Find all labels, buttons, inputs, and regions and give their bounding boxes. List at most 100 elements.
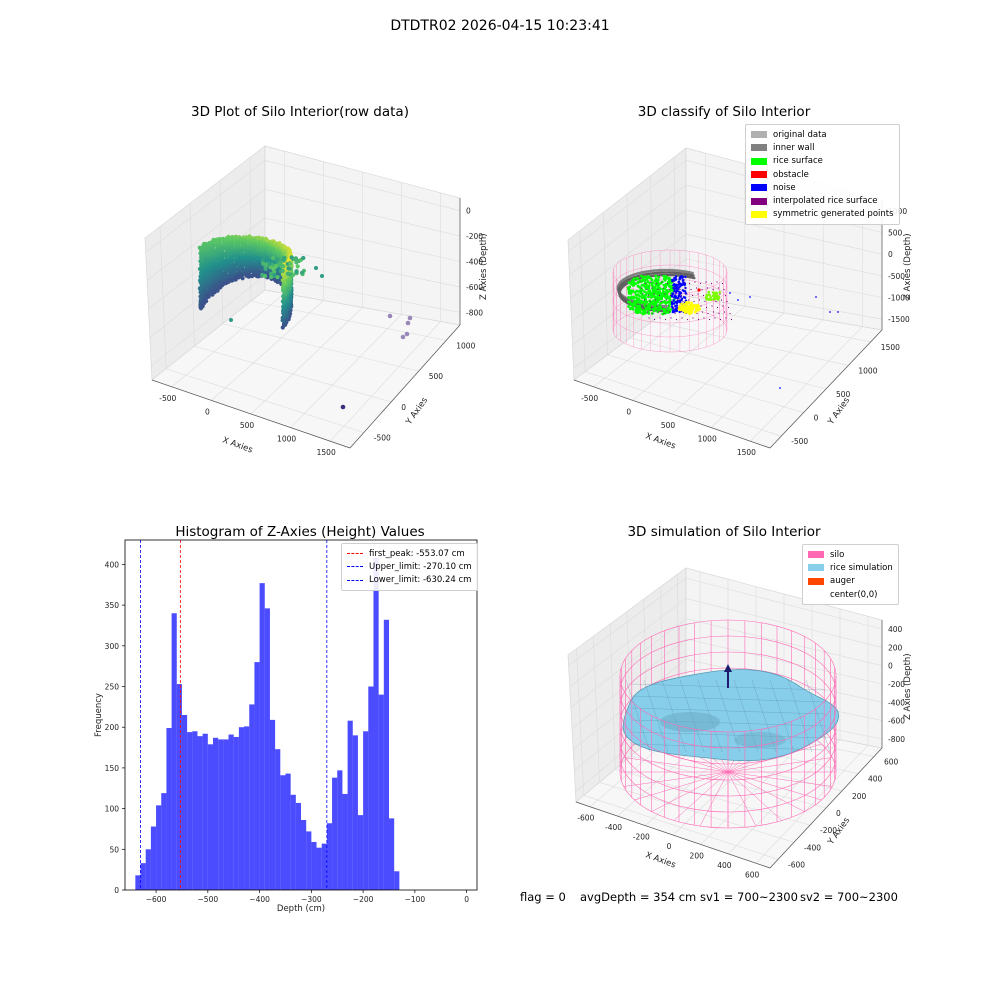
legend-swatch [808, 564, 824, 572]
histogram-bar [285, 773, 291, 890]
data-point [280, 325, 285, 330]
rice-surface-point [631, 305, 635, 309]
histogram-bar [228, 734, 234, 890]
rice-surface-point [630, 296, 633, 300]
grid-line [194, 345, 392, 403]
interpolated-point [661, 281, 663, 283]
x-axis-label: X Axies [221, 435, 254, 455]
grid-line [264, 246, 461, 288]
legend-item: inner wall [751, 141, 894, 154]
noise-point [737, 299, 739, 301]
outlier-point [340, 404, 346, 410]
symmetric-point [690, 310, 693, 314]
grid-line [585, 371, 782, 437]
sv2-text: sv2 = 700~2300 [800, 890, 898, 904]
histogram-bar [280, 775, 286, 890]
interpolated-point [642, 293, 644, 295]
noise-point [681, 279, 684, 282]
grid-line [685, 234, 883, 277]
x-tick-label: −300 [301, 895, 322, 904]
data-point [272, 273, 277, 278]
z-axis-label: Z Axies (Depth) [903, 653, 913, 720]
data-point [206, 294, 211, 299]
rice-surface-point [645, 275, 649, 279]
interpolated-point [650, 281, 652, 283]
noise-point [815, 296, 817, 298]
inner-wall-point [664, 304, 668, 308]
data-point [270, 256, 276, 261]
x-axis-line [573, 379, 771, 449]
rice-surface-point [628, 307, 632, 311]
x-axis-label: Depth (cm) [277, 904, 325, 914]
z-tick-label: -200 [888, 680, 905, 689]
rice-surface-point [641, 312, 645, 316]
z-tick-label: -800 [466, 308, 483, 317]
x-tick-label: −200 [353, 895, 374, 904]
symmetric-point [685, 309, 688, 313]
inner-wall-point [678, 269, 682, 273]
noise-point [682, 283, 686, 286]
y-tick-label: 600 [884, 758, 899, 767]
inner-wall-point [652, 269, 656, 272]
y-tick-label: 500 [836, 390, 851, 399]
z-tick-label: -500 [888, 272, 905, 281]
interpolated-point [672, 281, 674, 283]
noise-point [675, 285, 679, 289]
histogram-bar [383, 619, 389, 890]
noise-point [678, 286, 681, 289]
noise-point [672, 299, 675, 302]
y-tick-label: 400 [868, 775, 883, 784]
data-point [282, 274, 287, 279]
interpolated-point [648, 317, 650, 319]
interpolated-point [711, 305, 713, 307]
interpolated-point [688, 282, 691, 285]
rice-surface-point [658, 303, 662, 306]
x-tick-label: 1000 [698, 435, 717, 444]
interpolated-point [721, 282, 724, 285]
rice-surface-point [658, 287, 661, 290]
symmetric-point [697, 308, 700, 312]
interpolated-point [698, 299, 701, 301]
inner-wall-point [658, 268, 662, 272]
inner-wall-point [650, 274, 654, 278]
rice-surface-point [640, 274, 643, 278]
interpolated-point [673, 287, 676, 289]
data-point [288, 261, 293, 266]
legend-item: auger [808, 575, 893, 588]
symmetric-point [693, 310, 697, 314]
histogram-bar [275, 749, 281, 890]
interpolated-point [650, 306, 653, 309]
inner-wall-point [691, 271, 694, 275]
silo-spoke [727, 757, 833, 773]
histogram-bar [264, 608, 270, 890]
symmetric-point [682, 309, 685, 312]
avg-depth-text: avgDepth = 354 cm [580, 890, 697, 904]
z-tick-label: -400 [888, 698, 905, 707]
y-tick-label: 1000 [858, 366, 877, 375]
data-point [269, 274, 274, 279]
grid-line [568, 160, 687, 252]
inner-wall-point [661, 271, 665, 274]
x-tick-label: 400 [717, 861, 732, 870]
z-tick-label: 500 [888, 229, 903, 238]
noise-point [729, 292, 731, 294]
rice-surface-point [659, 306, 663, 309]
silo-spoke [727, 771, 833, 787]
interpolated-point [665, 299, 668, 301]
data-point [267, 261, 272, 266]
interpolated-point [695, 287, 698, 289]
data-point [275, 275, 280, 280]
mesh-line [769, 679, 795, 753]
grid-line [685, 618, 883, 667]
histogram-bar [316, 847, 322, 890]
interpolated-point [718, 312, 720, 315]
y-axis-line [769, 747, 883, 869]
interpolated-point [697, 318, 700, 321]
x-tick-label: −100 [405, 895, 426, 904]
grid-line [222, 323, 419, 372]
histogram-bar [295, 802, 301, 890]
noise-point [675, 289, 678, 292]
rice-surface-point [643, 278, 647, 282]
inner-wall-point [675, 271, 679, 275]
rice-surface-point [718, 291, 721, 294]
